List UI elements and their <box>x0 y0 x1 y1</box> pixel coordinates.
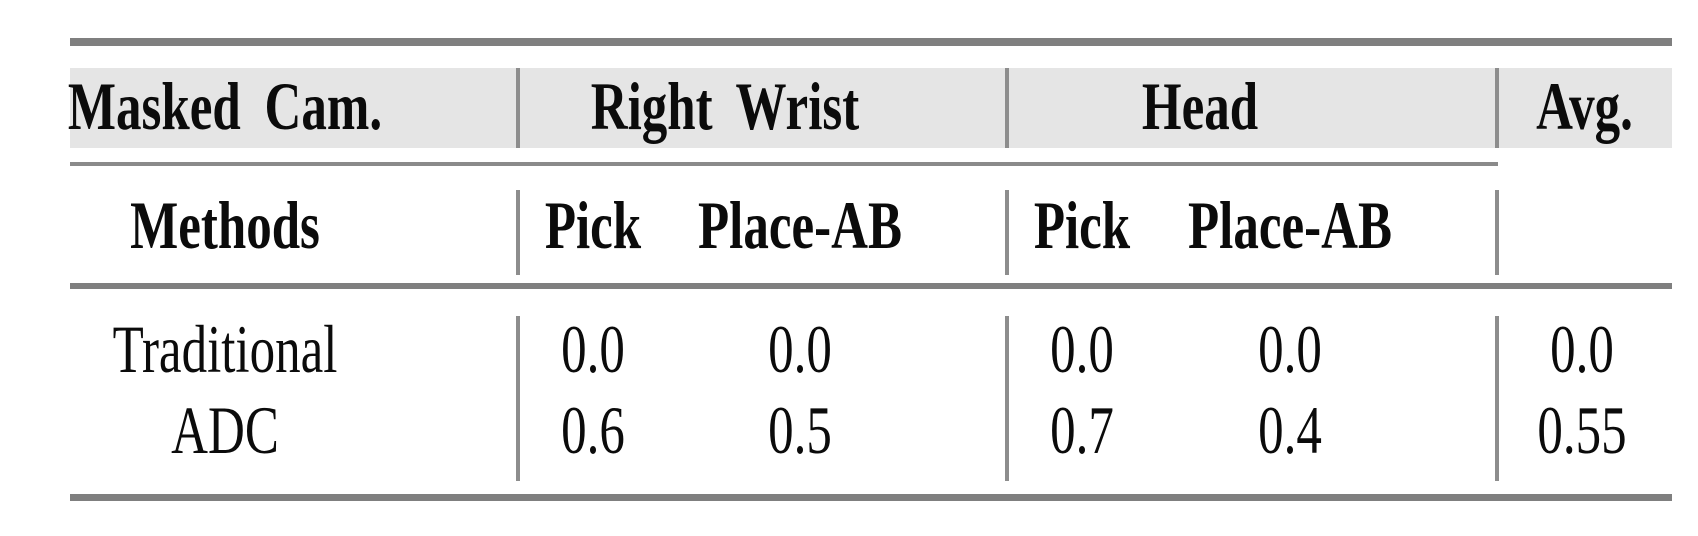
row-adc-avg: 0.55 <box>1497 389 1667 475</box>
value: 0.0 <box>1550 313 1614 388</box>
table-top-rule <box>70 38 1672 46</box>
header-head-pick-label: Pick <box>1033 189 1131 264</box>
header-right-wrist: Right Wrist <box>540 66 910 150</box>
header-mid-thin-rule <box>70 162 1498 166</box>
row-traditional-head-pick: 0.0 <box>1007 308 1157 394</box>
col-separator-methods-rightwrist <box>516 68 520 148</box>
header-head-label: Head <box>1141 70 1259 145</box>
col-separator-head-avg <box>1495 316 1499 481</box>
header-avg: Avg. <box>1497 66 1672 150</box>
header-methods: Methods <box>75 180 375 275</box>
row-traditional-rw-place-ab: 0.0 <box>660 308 940 394</box>
col-separator-rightwrist-head <box>1005 68 1009 148</box>
header-methods-label: Methods <box>130 189 320 264</box>
header-masked-cam: Masked Cam. <box>68 66 382 150</box>
col-separator-methods-rightwrist <box>516 190 520 275</box>
row-traditional-head-place-ab: 0.0 <box>1150 308 1430 394</box>
header-rw-place-ab: Place-AB <box>660 180 940 275</box>
value: 0.4 <box>1258 394 1322 469</box>
col-separator-head-avg <box>1495 190 1499 275</box>
row-traditional-method: Traditional <box>75 308 375 394</box>
col-separator-head-avg <box>1495 68 1499 148</box>
value: 0.6 <box>561 394 625 469</box>
row-traditional-avg: 0.0 <box>1497 308 1667 394</box>
header-bottom-rule <box>70 283 1672 289</box>
value: 0.0 <box>1258 313 1322 388</box>
method-label: Traditional <box>112 313 338 388</box>
value: 0.7 <box>1050 394 1114 469</box>
header-rw-pick: Pick <box>518 180 668 275</box>
row-adc-head-place-ab: 0.4 <box>1150 389 1430 475</box>
header-band <box>70 68 1672 148</box>
header-rw-pick-label: Pick <box>544 189 642 264</box>
value: 0.0 <box>1050 313 1114 388</box>
col-separator-rightwrist-head <box>1005 316 1009 481</box>
header-head-pick: Pick <box>1007 180 1157 275</box>
row-adc-rw-place-ab: 0.5 <box>660 389 940 475</box>
row-adc-head-pick: 0.7 <box>1007 389 1157 475</box>
col-separator-methods-rightwrist <box>516 316 520 481</box>
value: 0.0 <box>768 313 832 388</box>
row-adc-rw-pick: 0.6 <box>518 389 668 475</box>
row-traditional-rw-pick: 0.0 <box>518 308 668 394</box>
table-bottom-rule <box>70 494 1672 501</box>
header-avg-label: Avg. <box>1536 70 1633 145</box>
value: 0.0 <box>561 313 625 388</box>
row-adc-method: ADC <box>75 389 375 475</box>
header-right-wrist-label: Right Wrist <box>590 70 860 145</box>
header-rw-place-ab-label: Place-AB <box>698 189 902 264</box>
header-head-place-ab-label: Place-AB <box>1188 189 1392 264</box>
value: 0.5 <box>768 394 832 469</box>
header-head-place-ab: Place-AB <box>1150 180 1430 275</box>
header-masked-cam-label: Masked Cam. <box>67 70 383 145</box>
col-separator-rightwrist-head <box>1005 190 1009 275</box>
method-label: ADC <box>171 394 279 469</box>
value: 0.55 <box>1537 394 1627 469</box>
header-head: Head <box>1010 66 1390 150</box>
